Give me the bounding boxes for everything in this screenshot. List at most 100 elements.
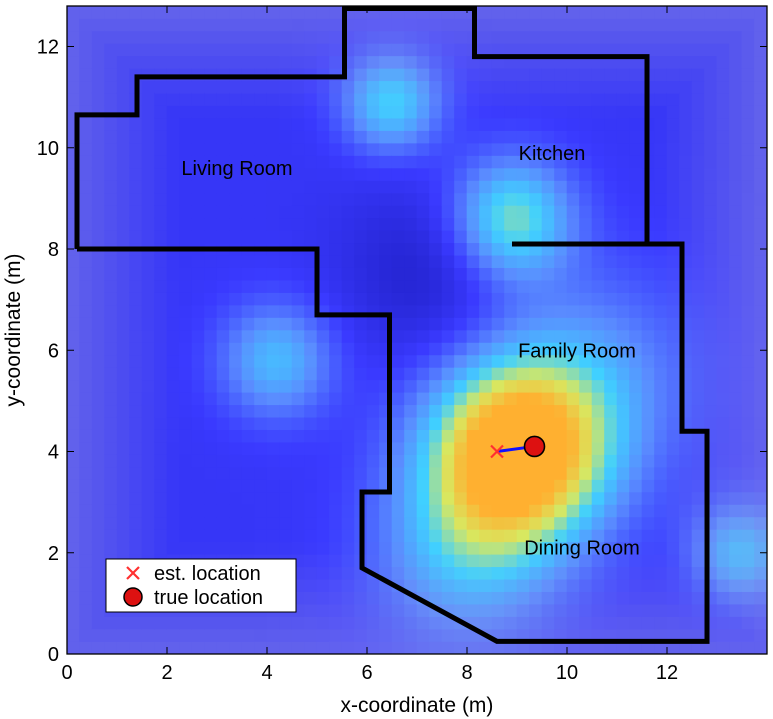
- heatmap-cell: [716, 142, 730, 156]
- heatmap-cell: [541, 43, 555, 57]
- heatmap-cell: [691, 491, 705, 505]
- heatmap-cell: [191, 192, 205, 206]
- heatmap-cell: [204, 392, 218, 406]
- heatmap-cell: [116, 43, 130, 57]
- heatmap-cell: [466, 479, 480, 493]
- heatmap-cell: [404, 329, 418, 343]
- heatmap-cell: [691, 628, 705, 642]
- heatmap-cell: [604, 180, 618, 194]
- heatmap-cell: [704, 142, 718, 156]
- heatmap-cell: [391, 329, 405, 343]
- heatmap-cell: [666, 466, 680, 480]
- heatmap-cell: [629, 591, 643, 605]
- heatmap-cell: [479, 529, 493, 543]
- heatmap-cell: [166, 205, 180, 219]
- heatmap-cell: [504, 230, 518, 244]
- heatmap-cell: [729, 279, 743, 293]
- heatmap-cell: [304, 504, 318, 518]
- heatmap-cell: [591, 205, 605, 219]
- heatmap-cell: [466, 192, 480, 206]
- heatmap-cell: [291, 267, 305, 281]
- heatmap-cell: [79, 429, 93, 443]
- heatmap-cell: [416, 80, 430, 94]
- heatmap-cell: [104, 404, 118, 418]
- heatmap-cell: [566, 130, 580, 144]
- heatmap-cell: [429, 466, 443, 480]
- heatmap-cell: [191, 329, 205, 343]
- heatmap-cell: [591, 529, 605, 543]
- heatmap-cell: [229, 43, 243, 57]
- heatmap-cell: [116, 80, 130, 94]
- heatmap-cell: [566, 167, 580, 181]
- heatmap-cell: [366, 641, 380, 654]
- heatmap-cell: [554, 441, 568, 455]
- heatmap-cell: [691, 117, 705, 131]
- heatmap-cell: [554, 329, 568, 343]
- heatmap-cell: [104, 192, 118, 206]
- heatmap-cell: [91, 541, 105, 555]
- heatmap-cell: [704, 18, 718, 32]
- heatmap-cell: [629, 529, 643, 543]
- heatmap-cell: [466, 117, 480, 131]
- heatmap-cell: [554, 254, 568, 268]
- heatmap-cell: [116, 92, 130, 106]
- heatmap-cell: [629, 180, 643, 194]
- heatmap-cell: [629, 155, 643, 169]
- heatmap-cell: [754, 479, 767, 493]
- heatmap-cell: [79, 591, 93, 605]
- heatmap-cell: [216, 404, 230, 418]
- heatmap-cell: [554, 267, 568, 281]
- heatmap-cell: [254, 454, 268, 468]
- heatmap-cell: [691, 504, 705, 518]
- heatmap-cell: [304, 616, 318, 630]
- heatmap-cell: [691, 55, 705, 69]
- heatmap-cell: [429, 217, 443, 231]
- heatmap-cell: [416, 43, 430, 57]
- heatmap-cell: [741, 217, 755, 231]
- heatmap-cell: [229, 491, 243, 505]
- heatmap-cell: [554, 578, 568, 592]
- heatmap-cell: [454, 466, 468, 480]
- heatmap-cell: [279, 43, 293, 57]
- heatmap-cell: [704, 404, 718, 418]
- heatmap-cell: [67, 628, 80, 642]
- heatmap-cell: [754, 392, 767, 406]
- heatmap-cell: [366, 242, 380, 256]
- heatmap-cell: [666, 454, 680, 468]
- heatmap-cell: [541, 92, 555, 106]
- heatmap-cell: [741, 105, 755, 119]
- heatmap-cell: [629, 516, 643, 530]
- heatmap-cell: [604, 379, 618, 393]
- heatmap-cell: [541, 18, 555, 32]
- heatmap-cell: [704, 117, 718, 131]
- heatmap-cell: [741, 479, 755, 493]
- heatmap-cell: [366, 354, 380, 368]
- heatmap-cell: [641, 628, 655, 642]
- heatmap-cell: [67, 392, 80, 406]
- heatmap-cell: [391, 117, 405, 131]
- heatmap-cell: [754, 454, 767, 468]
- heatmap-cell: [704, 205, 718, 219]
- heatmap-cell: [341, 342, 355, 356]
- heatmap-cell: [616, 578, 630, 592]
- heatmap-cell: [629, 554, 643, 568]
- heatmap-cell: [666, 55, 680, 69]
- heatmap-cell: [166, 254, 180, 268]
- heatmap-cell: [91, 167, 105, 181]
- heatmap-cell: [454, 279, 468, 293]
- heatmap-cell: [666, 30, 680, 44]
- heatmap-cell: [229, 404, 243, 418]
- heatmap-cell: [566, 142, 580, 156]
- heatmap-cell: [104, 30, 118, 44]
- heatmap-cell: [79, 628, 93, 642]
- heatmap-cell: [454, 628, 468, 642]
- heatmap-cell: [116, 404, 130, 418]
- heatmap-cell: [579, 566, 593, 580]
- heatmap-cell: [404, 292, 418, 306]
- heatmap-cell: [529, 454, 543, 468]
- heatmap-cell: [204, 92, 218, 106]
- heatmap-cell: [491, 554, 505, 568]
- heatmap-cell: [454, 292, 468, 306]
- heatmap-cell: [391, 92, 405, 106]
- heatmap-cell: [754, 529, 767, 543]
